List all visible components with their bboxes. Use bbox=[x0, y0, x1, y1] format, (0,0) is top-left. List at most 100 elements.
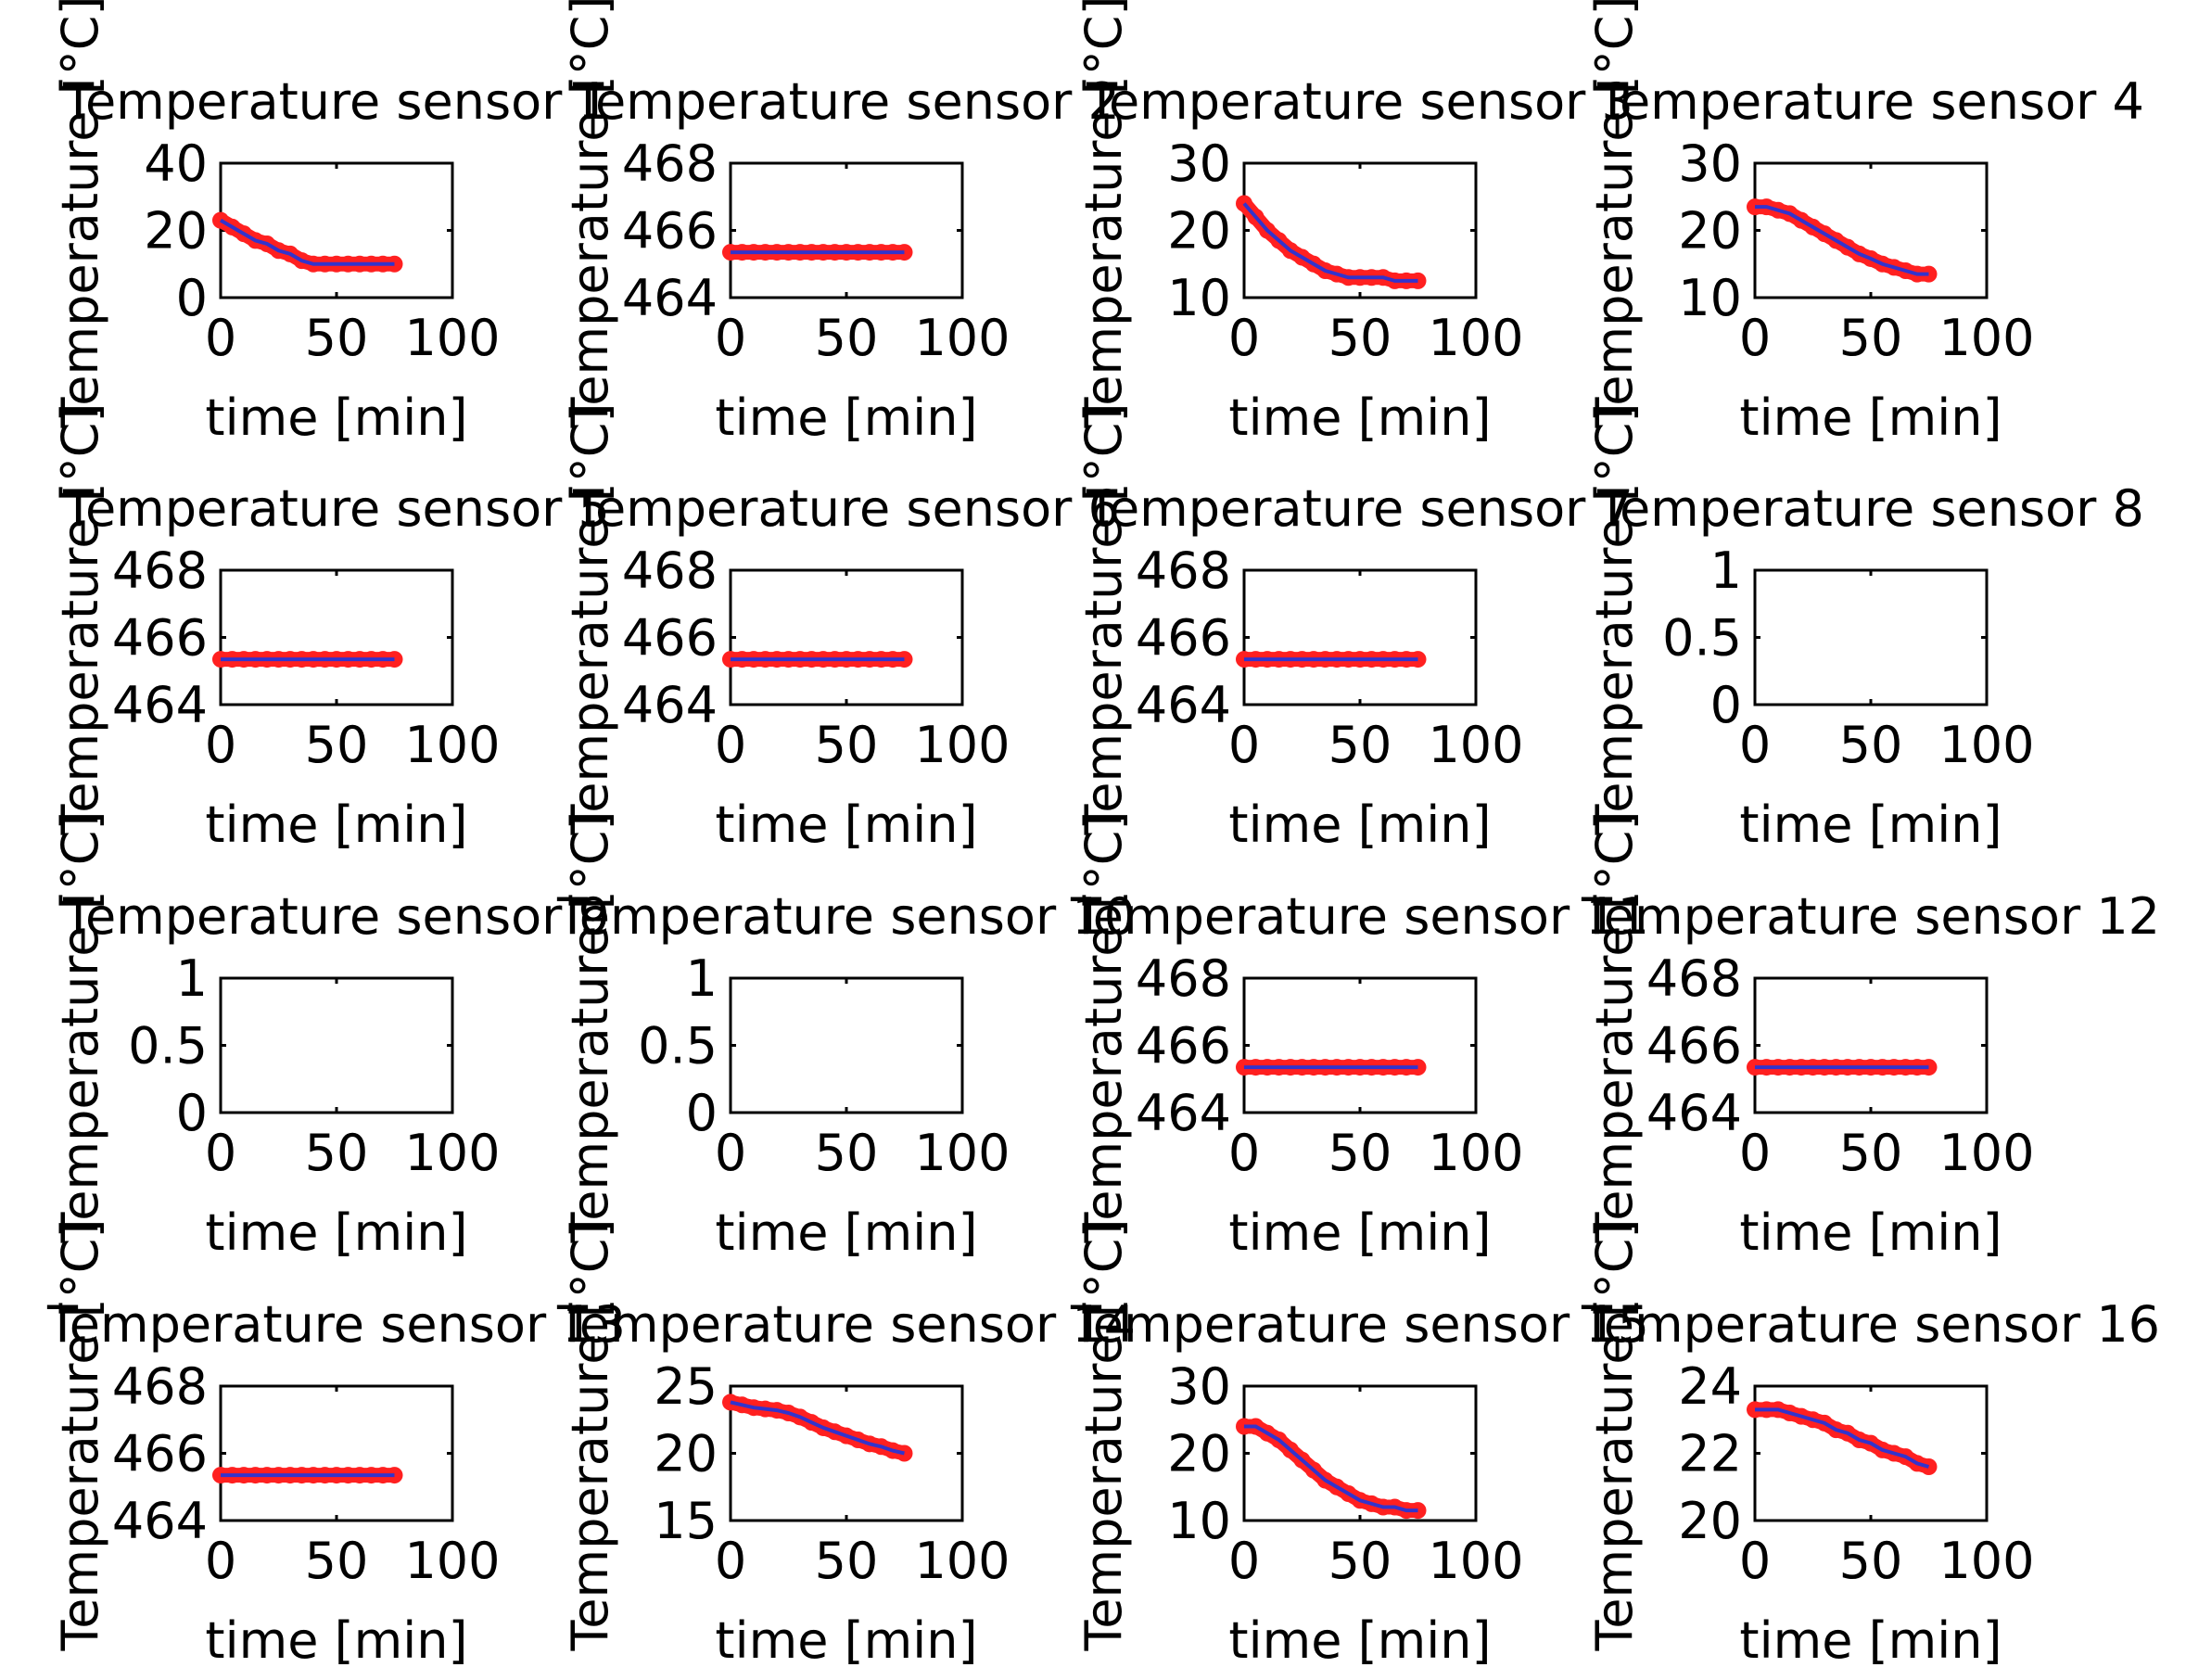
y-tick-label: 0.5 bbox=[1662, 609, 1742, 668]
y-axis-label: Temperature [°C] bbox=[51, 0, 109, 429]
axes-box bbox=[1753, 568, 1989, 706]
x-axis-label: time [min] bbox=[715, 1203, 977, 1262]
x-axis-label: time [min] bbox=[1739, 1611, 2002, 1670]
x-tick-label: 0 bbox=[715, 1532, 746, 1590]
axes-box bbox=[1242, 568, 1478, 706]
series-line bbox=[219, 218, 395, 266]
y-tick-label: 0.5 bbox=[128, 1017, 208, 1075]
y-tick-label: 466 bbox=[112, 1425, 208, 1483]
x-axis-label: time [min] bbox=[715, 1611, 977, 1670]
y-tick-label: 466 bbox=[1136, 609, 1231, 668]
x-axis-label: time [min] bbox=[205, 1203, 467, 1262]
y-axis-label: Temperature [°C] bbox=[51, 810, 109, 1243]
x-tick-label: 0 bbox=[715, 1124, 746, 1182]
x-tick-label: 100 bbox=[404, 716, 500, 774]
y-tick-label: 20 bbox=[1167, 202, 1231, 261]
x-tick-label: 0 bbox=[715, 309, 746, 367]
x-tick-label: 100 bbox=[404, 1124, 500, 1182]
axes-box bbox=[1753, 161, 1989, 299]
x-axis-label: time [min] bbox=[1739, 388, 2002, 447]
x-tick-label: 100 bbox=[404, 1532, 500, 1590]
y-tick-label: 30 bbox=[1167, 1357, 1231, 1416]
x-tick-label: 100 bbox=[914, 716, 1010, 774]
y-tick-label: 24 bbox=[1678, 1357, 1742, 1416]
x-tick-label: 100 bbox=[1428, 1532, 1523, 1590]
y-tick-label: 464 bbox=[622, 269, 718, 327]
y-tick-label: 15 bbox=[654, 1492, 718, 1550]
y-tick-label: 0.5 bbox=[638, 1017, 718, 1075]
subplot-title: Temperature sensor 1 bbox=[62, 72, 610, 131]
subplot-title: Temperature sensor 9 bbox=[62, 887, 610, 946]
x-tick-label: 0 bbox=[205, 309, 236, 367]
y-tick-label: 466 bbox=[622, 609, 718, 668]
x-tick-label: 0 bbox=[1739, 1124, 1771, 1182]
y-tick-label: 466 bbox=[622, 202, 718, 261]
subplot-title: Temperature sensor 5 bbox=[62, 479, 610, 538]
x-tick-label: 50 bbox=[1328, 1532, 1392, 1590]
y-tick-label: 30 bbox=[1678, 134, 1742, 193]
axes-box bbox=[219, 568, 454, 706]
y-axis-label: Temperature [°C] bbox=[561, 810, 619, 1243]
x-tick-label: 0 bbox=[1739, 309, 1771, 367]
y-tick-label: 1 bbox=[176, 949, 208, 1008]
subplot-title: Temperature sensor 16 bbox=[1581, 1295, 2160, 1354]
x-axis-label: time [min] bbox=[205, 388, 467, 447]
y-tick-label: 20 bbox=[654, 1425, 718, 1483]
y-axis-label: Temperature [°C] bbox=[1585, 810, 1644, 1243]
y-tick-label: 10 bbox=[1167, 269, 1231, 327]
subplot-title: Temperature sensor 2 bbox=[572, 72, 1120, 131]
y-tick-label: 466 bbox=[1136, 1017, 1231, 1075]
axes-box bbox=[219, 1384, 454, 1522]
x-tick-label: 50 bbox=[305, 309, 369, 367]
x-tick-label: 0 bbox=[715, 716, 746, 774]
y-tick-label: 468 bbox=[1136, 949, 1231, 1008]
x-tick-label: 0 bbox=[1228, 1124, 1260, 1182]
x-tick-label: 0 bbox=[1228, 716, 1260, 774]
subplot-title: Temperature sensor 12 bbox=[1581, 887, 2160, 946]
x-tick-label: 50 bbox=[1839, 716, 1903, 774]
y-tick-label: 40 bbox=[144, 134, 208, 193]
y-tick-label: 0 bbox=[176, 1084, 208, 1142]
y-axis-label: Temperature [°C] bbox=[561, 402, 619, 835]
x-tick-label: 100 bbox=[914, 1124, 1010, 1182]
y-tick-label: 25 bbox=[654, 1357, 718, 1416]
x-axis-label: time [min] bbox=[1228, 388, 1491, 447]
series-line bbox=[1244, 1424, 1418, 1513]
series-line bbox=[1755, 1407, 1930, 1469]
subplot-title: Temperature sensor 4 bbox=[1596, 72, 2144, 131]
y-tick-label: 464 bbox=[1646, 1084, 1742, 1142]
x-tick-label: 50 bbox=[1328, 1124, 1392, 1182]
y-axis-label: Temperature [°C] bbox=[51, 402, 109, 835]
x-tick-label: 50 bbox=[815, 1532, 879, 1590]
y-tick-label: 10 bbox=[1678, 269, 1742, 327]
y-axis-label: Temperature [°C] bbox=[1585, 402, 1644, 835]
axes-box bbox=[219, 161, 454, 299]
series-line bbox=[1755, 205, 1929, 276]
y-tick-label: 468 bbox=[112, 1357, 208, 1416]
subplot-title: Temperature sensor 15 bbox=[1070, 1295, 1649, 1354]
y-tick-label: 468 bbox=[622, 541, 718, 600]
x-axis-label: time [min] bbox=[1228, 795, 1491, 854]
y-tick-label: 466 bbox=[1646, 1017, 1742, 1075]
y-tick-label: 1 bbox=[1710, 541, 1742, 600]
x-tick-label: 50 bbox=[1839, 1532, 1903, 1590]
x-axis-label: time [min] bbox=[715, 795, 977, 854]
y-axis-label: Temperature [°C] bbox=[561, 1218, 619, 1651]
y-tick-label: 0 bbox=[686, 1084, 718, 1142]
x-axis-label: time [min] bbox=[1739, 1203, 2002, 1262]
y-tick-label: 20 bbox=[1167, 1425, 1231, 1483]
x-tick-label: 0 bbox=[205, 1124, 236, 1182]
y-tick-label: 30 bbox=[1167, 134, 1231, 193]
axes-box bbox=[219, 976, 454, 1114]
y-axis-label: Temperature [°C] bbox=[1585, 0, 1644, 429]
